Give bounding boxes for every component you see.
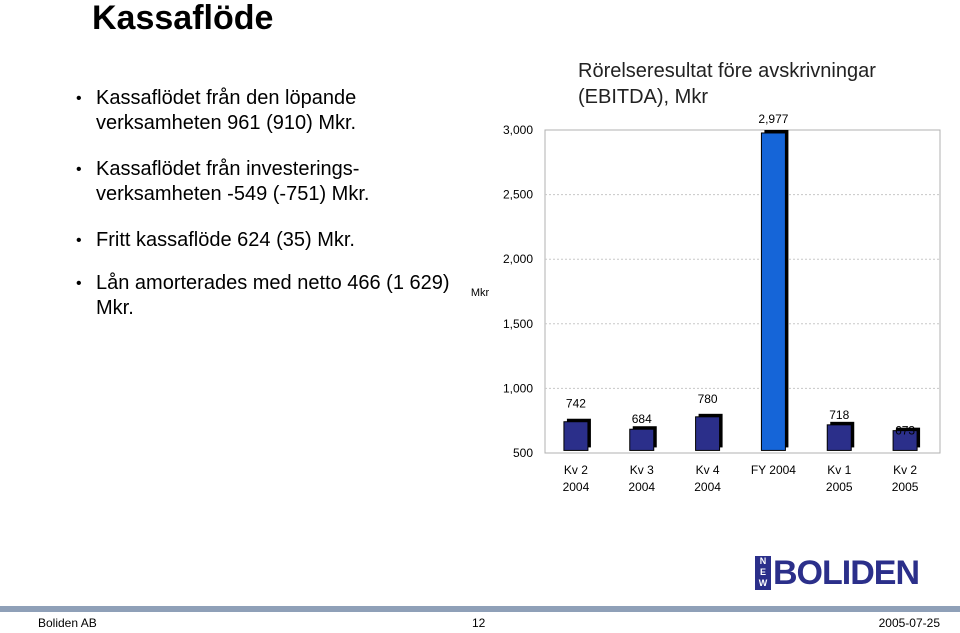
y-tick-label: 1,500 (503, 317, 533, 331)
data-label: 673 (895, 424, 915, 438)
slide-title: Kassaflöde (92, 0, 274, 37)
boliden-logo: N E W BOLIDEN (755, 554, 940, 592)
x-tick-label: Kv 2 (564, 463, 588, 477)
footer-page-number: 12 (472, 616, 486, 630)
data-label: 684 (632, 412, 652, 426)
footer: Boliden AB 12 2005-07-25 (0, 613, 960, 633)
y-tick-label: 2,500 (503, 188, 533, 202)
x-tick-label: Kv 3 (630, 463, 654, 477)
y-tick-label: 3,000 (503, 123, 533, 137)
x-tick-label: Kv 2 (893, 463, 917, 477)
y-tick-label: 1,000 (503, 381, 533, 395)
bar (760, 132, 786, 451)
x-tick-label: Kv 1 (827, 463, 851, 477)
bar (695, 416, 721, 451)
x-tick-label: FY 2004 (751, 463, 796, 477)
x-tick-label: Kv 4 (696, 463, 720, 477)
footer-company: Boliden AB (38, 616, 97, 630)
logo-text: BOLIDEN (773, 554, 920, 592)
ebitda-bar-chart: 500 1,000 1,500 2,000 2,500 3,000 Mkr 742 Kv 2 20… (471, 112, 941, 494)
x-tick-label: 2004 (563, 480, 590, 494)
y-tick-label: 500 (513, 446, 533, 460)
data-label: 742 (566, 397, 586, 411)
data-label: 780 (698, 392, 718, 406)
data-label: 718 (829, 408, 849, 422)
x-tick-label: 2004 (694, 480, 721, 494)
bullet-item: Lån amorterades med netto 466 (1 629) Mk… (72, 271, 462, 321)
x-tick-label: 2005 (826, 480, 853, 494)
y-axis-label: Mkr (471, 287, 490, 299)
footer-date: 2005-07-25 (878, 616, 940, 630)
footer-band (0, 606, 960, 612)
bullet-item: Kassaflödet från den löpande verksamhete… (72, 86, 462, 136)
bar (629, 428, 655, 451)
y-tick-label: 2,000 (503, 252, 533, 266)
bullet-item: Fritt kassaflöde 624 (35) Mkr. (72, 228, 462, 253)
x-tick-label: 2004 (628, 480, 655, 494)
bar (826, 424, 852, 451)
bar (563, 421, 589, 451)
logo-new-mark: N E W (755, 556, 771, 590)
data-label: 2,977 (758, 112, 788, 126)
x-tick-label: 2005 (892, 480, 919, 494)
bullet-item: Kassaflödet från investerings-verksamhet… (72, 157, 462, 207)
bullet-list: Kassaflödet från den löpande verksamhete… (72, 86, 462, 321)
plot-frame (544, 129, 941, 454)
bar (892, 430, 918, 451)
chart-title: Rörelseresultat före avskrivningar (EBIT… (578, 60, 876, 108)
